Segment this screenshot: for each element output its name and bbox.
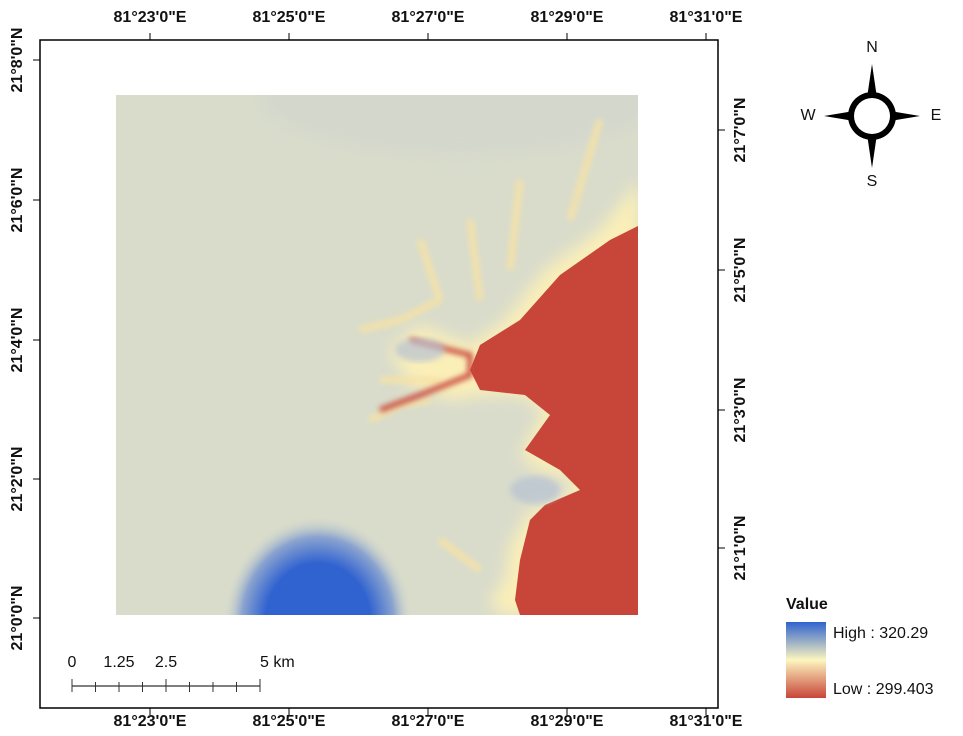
bottom-coord: 81°31'0"E [670, 713, 743, 730]
top-coord: 81°29'0"E [531, 9, 604, 26]
left-coord: 21°0'0"N [9, 586, 26, 651]
scale-label: 1.25 [103, 654, 134, 671]
legend-high: High : 320.29 [833, 625, 928, 642]
right-coord: 21°7'0"N [732, 98, 749, 163]
compass-n: N [866, 39, 878, 56]
top-coord: 81°25'0"E [253, 9, 326, 26]
right-coord: 21°1'0"N [732, 516, 749, 581]
bottom-coord: 81°25'0"E [253, 713, 326, 730]
scale-label: 5 km [260, 654, 295, 671]
legend: Value High : 320.29 Low : 299.403 [786, 596, 934, 698]
north-arrow: N W E S [800, 39, 941, 190]
left-coord: 21°4'0"N [9, 308, 26, 373]
right-coord: 21°5'0"N [732, 238, 749, 303]
page: {"map": { "coordinates": { "top": ["81°2… [0, 0, 963, 736]
scale-label: 2.5 [155, 654, 177, 671]
top-coord: 81°27'0"E [392, 9, 465, 26]
compass-e: E [931, 107, 942, 124]
top-coord: 81°23'0"E [114, 9, 187, 26]
top-coord: 81°31'0"E [670, 9, 743, 26]
legend-ramp [786, 622, 826, 698]
legend-title: Value [786, 596, 828, 613]
bottom-coord: 81°27'0"E [392, 713, 465, 730]
bottom-coord: 81°23'0"E [114, 713, 187, 730]
compass-w: W [800, 107, 816, 124]
bottom-coord: 81°29'0"E [531, 713, 604, 730]
compass-s: S [867, 173, 878, 190]
right-coord: 21°3'0"N [732, 378, 749, 443]
legend-low: Low : 299.403 [833, 681, 934, 698]
raster [116, 35, 660, 705]
map: 81°23'0"E 81°25'0"E 81°27'0"E 81°29'0"E 81°3… [0, 0, 963, 736]
scale-bar: 0 1.25 2.5 5 km [68, 654, 295, 692]
left-coord: 21°6'0"N [9, 168, 26, 233]
scale-label: 0 [68, 654, 77, 671]
left-coord: 21°8'0"N [9, 28, 26, 93]
left-coord: 21°2'0"N [9, 447, 26, 512]
